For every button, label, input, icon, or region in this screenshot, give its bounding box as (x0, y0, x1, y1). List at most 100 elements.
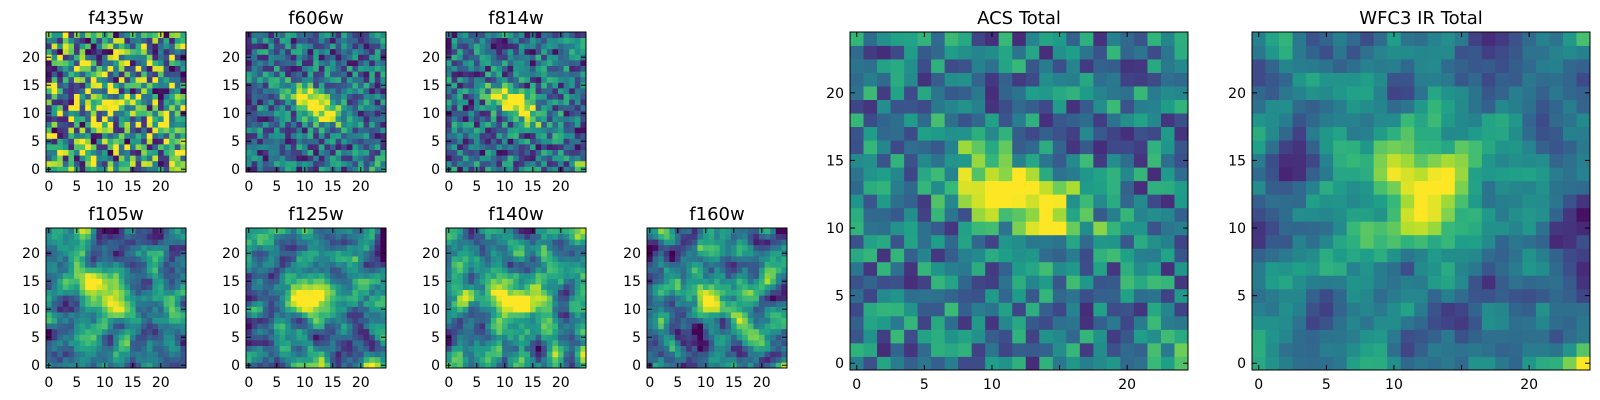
heatmap-cell (518, 328, 525, 335)
heatmap-cell (158, 278, 164, 285)
heatmap-cell (1025, 329, 1040, 344)
heatmap-cell (335, 43, 342, 50)
heatmap-cell (518, 278, 525, 285)
heatmap-cell (152, 99, 159, 106)
heatmap-cell (169, 317, 176, 324)
heatmap-cell (62, 328, 69, 335)
heatmap-cell (490, 351, 497, 358)
heatmap-cell (307, 93, 314, 100)
heatmap-cell (457, 295, 464, 302)
heatmap-cell (57, 244, 64, 251)
heatmap-cell (485, 239, 492, 246)
heatmap-cell (680, 306, 687, 313)
heatmap-cell (1012, 275, 1027, 290)
heatmap-cell (725, 334, 732, 341)
heatmap-cell (569, 334, 576, 341)
heatmap-cell (998, 153, 1013, 168)
heatmap-cell (130, 300, 136, 307)
heatmap-cell (1012, 356, 1027, 371)
heatmap-cell (507, 328, 514, 335)
heatmap-cell (57, 300, 64, 307)
heatmap-cell (163, 312, 170, 318)
heatmap-cell (124, 127, 131, 134)
heatmap-cell (552, 256, 559, 262)
heatmap-cell (330, 233, 336, 240)
heatmap-cell (163, 127, 170, 134)
heatmap-cell (541, 104, 548, 111)
heatmap-cell (747, 278, 754, 285)
heatmap-cell (68, 300, 75, 307)
heatmap-cell (130, 54, 136, 61)
heatmap-cell (341, 351, 348, 358)
heatmap-cell (302, 323, 308, 330)
heatmap-cell (850, 302, 864, 317)
heatmap-cell (703, 244, 709, 251)
heatmap-cell (747, 284, 754, 290)
heatmap-cell (330, 132, 336, 139)
heatmap-cell (296, 71, 303, 78)
heatmap-cell (352, 239, 359, 246)
heatmap-cell (102, 93, 108, 100)
heatmap-cell (675, 340, 681, 346)
heatmap-cell (169, 295, 176, 302)
heatmap-cell (985, 261, 1000, 276)
heatmap-cell (647, 345, 653, 352)
heatmap-cell (563, 144, 570, 150)
heatmap-cell (158, 328, 164, 335)
heatmap-cell (558, 256, 564, 262)
heatmap-cell (79, 362, 86, 369)
heatmap-cell (513, 328, 520, 335)
heatmap-cell (124, 306, 131, 313)
heatmap-cell (346, 317, 353, 324)
heatmap-cell (174, 121, 181, 128)
heatmap-cell (118, 155, 125, 162)
heatmap-cell (141, 306, 148, 313)
heatmap-cell (74, 121, 80, 128)
heatmap-cell (742, 289, 749, 296)
heatmap-cell (318, 138, 325, 145)
heatmap-cell (877, 329, 891, 344)
heatmap-cell (290, 127, 297, 134)
heatmap-cell (102, 160, 108, 167)
heatmap-cell (307, 60, 314, 66)
heatmap-cell (274, 233, 280, 240)
heatmap-cell (496, 60, 503, 66)
heatmap-cell (569, 43, 576, 50)
heatmap-cell (1066, 356, 1081, 371)
heatmap-cell (552, 155, 559, 162)
heatmap-cell (290, 233, 297, 240)
heatmap-cell (274, 244, 280, 251)
heatmap-cell (102, 233, 108, 240)
heatmap-cell (658, 228, 665, 234)
heatmap-cell (971, 288, 986, 303)
heatmap-cell (163, 37, 170, 44)
heatmap-cell (262, 278, 269, 285)
heatmap-cell (257, 71, 264, 78)
heatmap-cell (352, 340, 359, 346)
heatmap-cell (552, 267, 559, 274)
heatmap-cell (152, 362, 159, 369)
heatmap-cell (118, 166, 125, 173)
heatmap-cell (569, 233, 576, 240)
heatmap-cell (62, 334, 69, 341)
heatmap-cell (474, 239, 480, 246)
heatmap-cell (262, 93, 269, 100)
heatmap-cell (513, 289, 520, 296)
heatmap-cell (146, 104, 153, 111)
heatmap-cell (451, 88, 458, 94)
heatmap-cell (257, 37, 264, 44)
heatmap-cell (96, 43, 103, 50)
heatmap-cell (268, 155, 275, 162)
heatmap-cell (890, 180, 905, 195)
heatmap-cell (46, 104, 52, 111)
heatmap-cell (113, 356, 120, 363)
heatmap-cell (652, 323, 659, 330)
heatmap-cell (451, 76, 458, 83)
heatmap-cell (268, 300, 275, 307)
heatmap-cell (541, 289, 548, 296)
heatmap-cell (663, 267, 670, 274)
y-tick-label: 0 (31, 162, 40, 178)
heatmap-cell (152, 239, 159, 246)
heatmap-cell (135, 317, 142, 324)
heatmap-cell (290, 328, 297, 335)
